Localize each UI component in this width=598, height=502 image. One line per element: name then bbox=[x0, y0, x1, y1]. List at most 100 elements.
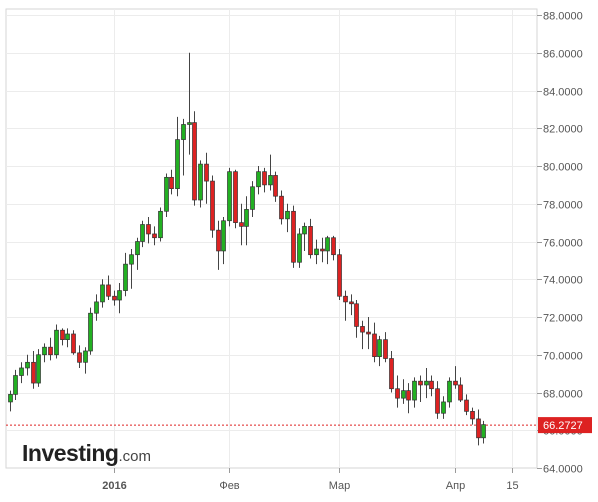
candle-up bbox=[401, 390, 406, 399]
candle-down bbox=[239, 222, 244, 227]
candle-down bbox=[418, 380, 423, 386]
candle-up bbox=[123, 263, 128, 291]
candle-up bbox=[100, 284, 105, 303]
x-tick-label: Апр bbox=[446, 480, 465, 492]
x-tick-label: 15 bbox=[506, 480, 518, 492]
current-price-label: 66.2727 bbox=[543, 420, 583, 432]
plot-frame bbox=[5, 8, 538, 469]
candle-down bbox=[152, 233, 157, 239]
current-price-box bbox=[538, 417, 592, 434]
x-tick-label: Фев bbox=[219, 480, 239, 492]
candle-down bbox=[210, 180, 215, 231]
candle-down bbox=[273, 175, 278, 197]
candle-up bbox=[65, 333, 70, 340]
candle-down bbox=[262, 171, 267, 186]
candle-up bbox=[424, 380, 429, 386]
candle-up bbox=[181, 124, 186, 140]
candle-up bbox=[8, 394, 13, 403]
candle-up bbox=[268, 175, 273, 186]
candle-up bbox=[314, 248, 319, 256]
candle-up bbox=[83, 350, 88, 363]
candle-down bbox=[331, 237, 336, 256]
candle-up bbox=[175, 139, 180, 189]
candle-up bbox=[13, 375, 18, 395]
candle-up bbox=[117, 290, 122, 301]
y-tick-label: 84.0000 bbox=[543, 87, 583, 99]
candle-down bbox=[435, 388, 440, 414]
candle-down bbox=[308, 226, 313, 256]
candle-down bbox=[476, 418, 481, 439]
candle-down bbox=[429, 380, 434, 390]
candle-up bbox=[140, 224, 145, 242]
candle-down bbox=[169, 176, 174, 189]
candle-down bbox=[146, 224, 151, 235]
candle-down bbox=[349, 301, 354, 305]
y-tick-label: 78.0000 bbox=[543, 200, 583, 212]
candle-down bbox=[406, 390, 411, 401]
candle-up bbox=[285, 210, 290, 220]
candle-up bbox=[19, 367, 24, 376]
candle-down bbox=[106, 284, 111, 297]
candle-down bbox=[192, 122, 197, 201]
y-tick-label: 70.0000 bbox=[543, 351, 583, 363]
candle-down bbox=[343, 295, 348, 303]
candle-down bbox=[112, 295, 117, 301]
logo-main-text: Investing bbox=[22, 440, 119, 466]
candle-down bbox=[60, 329, 65, 340]
candle-down bbox=[453, 380, 458, 386]
candle-down bbox=[383, 339, 388, 359]
y-tick-label: 80.0000 bbox=[543, 162, 583, 174]
candle-up bbox=[302, 226, 307, 235]
y-tick-label: 72.0000 bbox=[543, 313, 583, 325]
candle-up bbox=[158, 210, 163, 239]
candle-up bbox=[187, 122, 192, 125]
candle-up bbox=[227, 171, 232, 222]
y-tick-label: 86.0000 bbox=[543, 49, 583, 61]
candle-up bbox=[36, 354, 41, 384]
candle-up bbox=[54, 329, 59, 356]
candle-up bbox=[481, 424, 486, 439]
investing-logo: Investing.com bbox=[22, 440, 151, 467]
candle-up bbox=[135, 241, 140, 256]
y-tick-label: 68.0000 bbox=[543, 389, 583, 401]
candle-down bbox=[204, 163, 209, 182]
candle-down bbox=[48, 346, 53, 356]
candle-down bbox=[354, 303, 359, 327]
candle-up bbox=[441, 401, 446, 414]
candle-up bbox=[412, 380, 417, 401]
candle-up bbox=[129, 254, 134, 265]
candle-up bbox=[198, 163, 203, 201]
candle-up bbox=[42, 346, 47, 356]
candle-down bbox=[279, 195, 284, 220]
x-tick-label: 2016 bbox=[102, 480, 126, 492]
candle-up bbox=[377, 339, 382, 357]
y-tick-label: 74.0000 bbox=[543, 275, 583, 287]
candle-up bbox=[447, 380, 452, 403]
candle-down bbox=[372, 333, 377, 357]
candle-down bbox=[233, 171, 238, 223]
candle-down bbox=[216, 229, 221, 252]
candle-up bbox=[250, 186, 255, 210]
candle-down bbox=[31, 361, 36, 384]
candle-up bbox=[256, 171, 261, 188]
y-tick-label: 88.0000 bbox=[543, 11, 583, 23]
candle-down bbox=[360, 326, 365, 333]
candle-down bbox=[291, 210, 296, 263]
candle-down bbox=[458, 384, 463, 401]
candle-up bbox=[244, 209, 249, 227]
candle-down bbox=[470, 411, 475, 420]
candle-down bbox=[337, 254, 342, 297]
y-tick-label: 76.0000 bbox=[543, 238, 583, 250]
candle-down bbox=[464, 399, 469, 412]
candle-up bbox=[164, 176, 169, 212]
candle-up bbox=[88, 312, 93, 352]
candle-up bbox=[221, 220, 226, 252]
candle-down bbox=[389, 358, 394, 390]
candle-up bbox=[297, 233, 302, 263]
candle-down bbox=[366, 331, 371, 335]
candle-up bbox=[94, 301, 99, 314]
logo-tld-text: .com bbox=[118, 448, 151, 465]
y-tick-label: 82.0000 bbox=[543, 124, 583, 136]
